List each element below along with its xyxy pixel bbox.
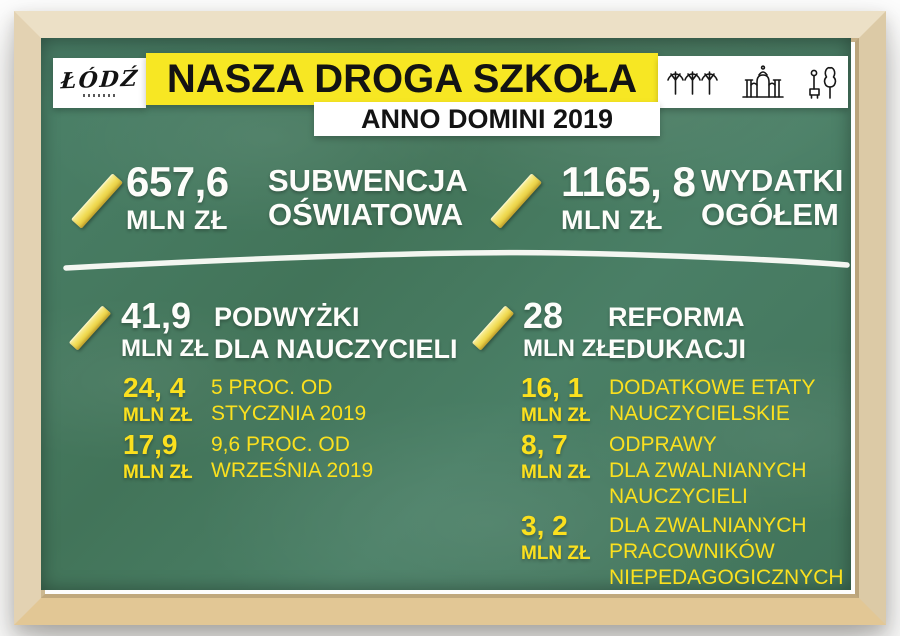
wooden-frame: ŁÓDŹ NASZA DROGA SZKOŁA [14,11,886,625]
stat-label-line: OŚWIATOWA [268,197,464,232]
section-label-line: REFORMA [608,302,745,332]
item-label-line: NAUCZYCIELI [609,485,748,508]
item-unit: MLN ZŁ [521,405,591,426]
section-value: 41,9 [121,295,192,336]
item-wrzesien-label: 9,6 PROC. OD WRZEŚNIA 2019 [211,432,373,484]
landmark-icons-box [658,56,848,108]
section-podwyzki-value: 41,9 MLN ZŁ [121,295,209,363]
chalk-stick-icon [471,305,515,351]
stat-wydatki-label: WYDATKI OGÓŁEM [701,164,843,232]
page-title: NASZA DROGA SZKOŁA [166,56,638,101]
item-label-line: PRACOWNIKÓW [609,540,775,563]
item-value: 24, 4 [123,372,186,403]
item-styczen-value: 24, 4 MLN ZŁ [123,374,193,427]
stat-subwencja-value: 657,6 MLN ZŁ [126,158,229,236]
item-odprawy-label: ODPRAWY DLA ZWALNIANYCH NAUCZYCIELI [609,432,807,510]
title-banner: NASZA DROGA SZKOŁA [146,53,658,105]
stat-subwencja-label: SUBWENCJA OŚWIATOWA [268,164,468,232]
section-reforma-label: REFORMA EDUKACJI [608,301,746,365]
section-unit: MLN ZŁ [523,335,611,363]
lodz-city-logo: ŁÓDŹ [53,58,146,108]
item-value: 8, 7 [521,429,568,460]
item-unit: MLN ZŁ [521,462,591,483]
stat-label-line: WYDATKI [701,163,844,198]
item-label-line: WRZEŚNIA 2019 [211,459,374,482]
stat-unit: MLN ZŁ [561,204,663,235]
item-value: 16, 1 [521,372,584,403]
lodz-logo-text: ŁÓDŹ [59,65,140,95]
item-odprawy-value: 8, 7 MLN ZŁ [521,431,591,484]
item-label-line: DLA ZWALNIANYCH [609,514,807,537]
item-wrzesien-value: 17,9 MLN ZŁ [123,431,193,484]
item-label-line: DLA ZWALNIANYCH [609,459,807,482]
item-value: 3, 2 [521,510,568,541]
gate-icon [740,65,786,99]
item-niepedagogiczni-value: 3, 2 MLN ZŁ [521,512,591,565]
item-label-line: ODPRAWY [609,433,717,456]
section-value: 28 [523,295,564,336]
stat-wydatki-value: 1165, 8 MLN ZŁ [561,158,696,236]
item-niepedagogiczni-label: DLA ZWALNIANYCH PRACOWNIKÓW NIEPEDAGOGIC… [609,513,844,590]
section-label-line: EDUKACJI [608,334,747,364]
section-label-line: PODWYŻKI [214,302,360,332]
page-subtitle: ANNO DOMINI 2019 [360,103,614,134]
section-label-line: DLA NAUCZYCIELI [214,334,458,364]
stat-value: 1165, 8 [561,158,696,205]
item-etaty-label: DODATKOWE ETATY NAUCZYCIELSKIE [609,375,816,427]
item-unit: MLN ZŁ [123,405,193,426]
item-value: 17,9 [123,429,178,460]
chalk-stick-icon [490,173,542,229]
lodz-logo-subtext-marks [82,94,117,97]
item-styczen-label: 5 PROC. OD STYCZNIA 2019 [211,375,366,427]
item-label-line: STYCZNIA 2019 [211,402,367,425]
section-reforma-value: 28 MLN ZŁ [523,295,611,363]
stat-value: 657,6 [126,158,229,205]
viaduct-icon [666,67,720,97]
item-label-line: NAUCZYCIELSKIE [609,402,790,425]
item-label-line: 9,6 PROC. OD [211,433,350,456]
chalk-stick-icon [68,305,112,351]
park-icon [806,65,840,99]
stat-label-line: OGÓŁEM [701,197,839,232]
section-unit: MLN ZŁ [121,335,209,363]
item-label-line: NIEPEDAGOGICZNYCH [609,566,844,589]
item-label-line: 5 PROC. OD [211,376,333,399]
stat-label-line: SUBWENCJA [268,163,468,198]
chalkboard: ŁÓDŹ NASZA DROGA SZKOŁA [41,38,851,590]
chalk-stick-icon [71,173,123,229]
chalk-divider-line [63,249,850,271]
subtitle-banner: ANNO DOMINI 2019 [314,102,660,136]
item-label-line: DODATKOWE ETATY [609,376,816,399]
item-etaty-value: 16, 1 MLN ZŁ [521,374,591,427]
stat-unit: MLN ZŁ [126,204,228,235]
section-podwyzki-label: PODWYŻKI DLA NAUCZYCIELI [214,301,458,365]
item-unit: MLN ZŁ [521,543,591,564]
item-unit: MLN ZŁ [123,462,193,483]
